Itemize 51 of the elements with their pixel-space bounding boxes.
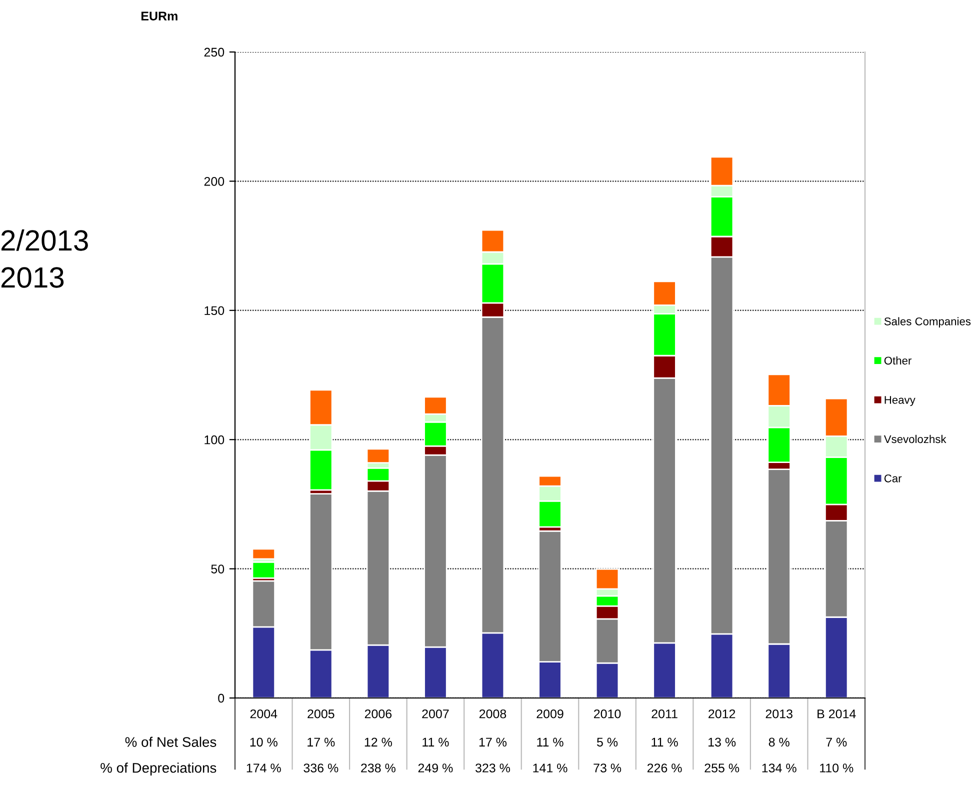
text: 12 % (364, 738, 392, 747)
y-tick-label: 250 (204, 48, 224, 57)
text: 8 % (768, 738, 790, 747)
text: 238 % (361, 764, 396, 772)
text: 2/2013 (1, 229, 88, 251)
legend-label: Car (884, 474, 902, 482)
text: 110 % (820, 764, 854, 772)
y-tick-label: 100 (204, 435, 224, 444)
text: 7 % (826, 738, 847, 747)
text: 323 % (475, 764, 510, 772)
text: 226 % (647, 764, 682, 772)
text: 2013 (1, 267, 64, 288)
y-tick-label: 150 (204, 306, 224, 316)
text: 73 % (594, 764, 622, 772)
text: 5 % (597, 738, 618, 747)
text: % of Depreciations (100, 762, 216, 776)
text: 255 % (704, 764, 740, 772)
text: 10 % (250, 738, 278, 747)
x-tick-label: 2007 (422, 709, 449, 718)
text: 13 % (708, 738, 736, 747)
x-tick-label: 2005 (308, 709, 334, 718)
legend-label: Vsevolozhsk (884, 434, 946, 444)
x-tick-label: 2006 (364, 709, 392, 718)
y-tick-label: 0 (218, 694, 224, 703)
text: 141 % (533, 764, 568, 772)
text: % of Net Sales (125, 736, 216, 747)
x-tick-label: B 2014 (818, 709, 856, 718)
text: 17 % (308, 738, 335, 747)
x-tick-label: 2012 (708, 709, 736, 718)
legend-label: Other (884, 356, 912, 365)
text: 11 % (652, 738, 678, 747)
x-tick-label: 2009 (536, 709, 564, 718)
text: 11 % (537, 738, 564, 747)
text: 11 % (422, 738, 449, 747)
text: 249 % (418, 764, 453, 772)
x-tick-label: 2011 (652, 709, 678, 718)
text: 134 % (762, 764, 796, 772)
x-tick-label: 2013 (766, 709, 792, 718)
x-tick-label: 2008 (479, 709, 506, 718)
x-tick-label: 2010 (594, 709, 621, 718)
text: 17 % (479, 738, 507, 747)
y-tick-label: 200 (204, 177, 224, 186)
bar (252, 548, 276, 560)
y-axis-title: EURm (141, 12, 178, 20)
y-tick-label: 50 (211, 564, 224, 574)
text: 336 % (304, 764, 338, 772)
text: 174 % (246, 764, 281, 772)
bar (252, 561, 276, 579)
x-tick-label: 2004 (250, 709, 278, 718)
legend-label: Heavy (884, 396, 916, 406)
legend-label: Sales Companies (884, 317, 971, 328)
